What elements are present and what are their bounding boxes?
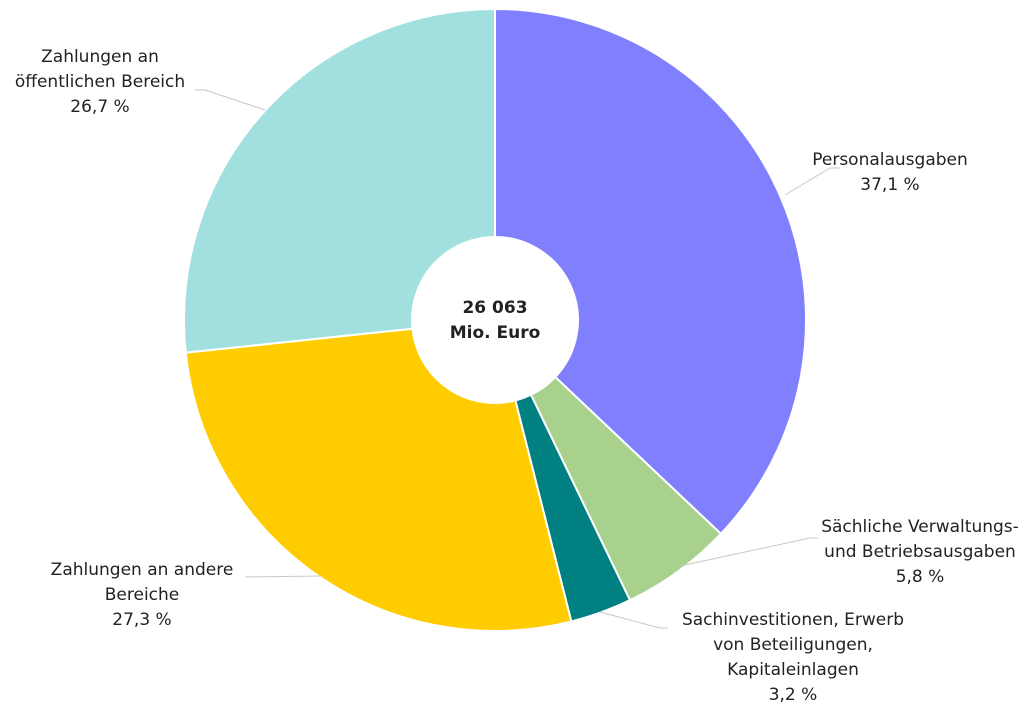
slice-label: Personalausgaben: [812, 150, 968, 170]
center-unit: Mio. Euro: [450, 323, 541, 343]
value-label: 27,3 %: [112, 610, 171, 630]
center-total: 26 063: [462, 298, 527, 318]
slice-label: Zahlungen an öffentlichen Bereich: [15, 47, 185, 92]
slice-label: Sächliche Verwaltungs-und Betriebsausgab…: [821, 517, 1019, 562]
value-label: 5,8 %: [896, 567, 945, 587]
value-label: 37,1 %: [860, 175, 919, 195]
leader-line: [784, 167, 840, 196]
slice: [184, 327, 573, 632]
leader-line: [195, 89, 266, 111]
slice: [494, 7, 807, 536]
slice-label: Sachinvestitionen, Erwerb von Beteiligung…: [682, 610, 904, 680]
slice-label: Zahlungen an andere Bereiche: [51, 560, 234, 605]
slice: [183, 7, 496, 354]
leader-line: [599, 611, 668, 629]
value-label: 3,2 %: [769, 685, 818, 705]
value-label: 26,7 %: [70, 97, 129, 117]
leader-line: [679, 537, 818, 567]
leader-line: [244, 575, 323, 578]
